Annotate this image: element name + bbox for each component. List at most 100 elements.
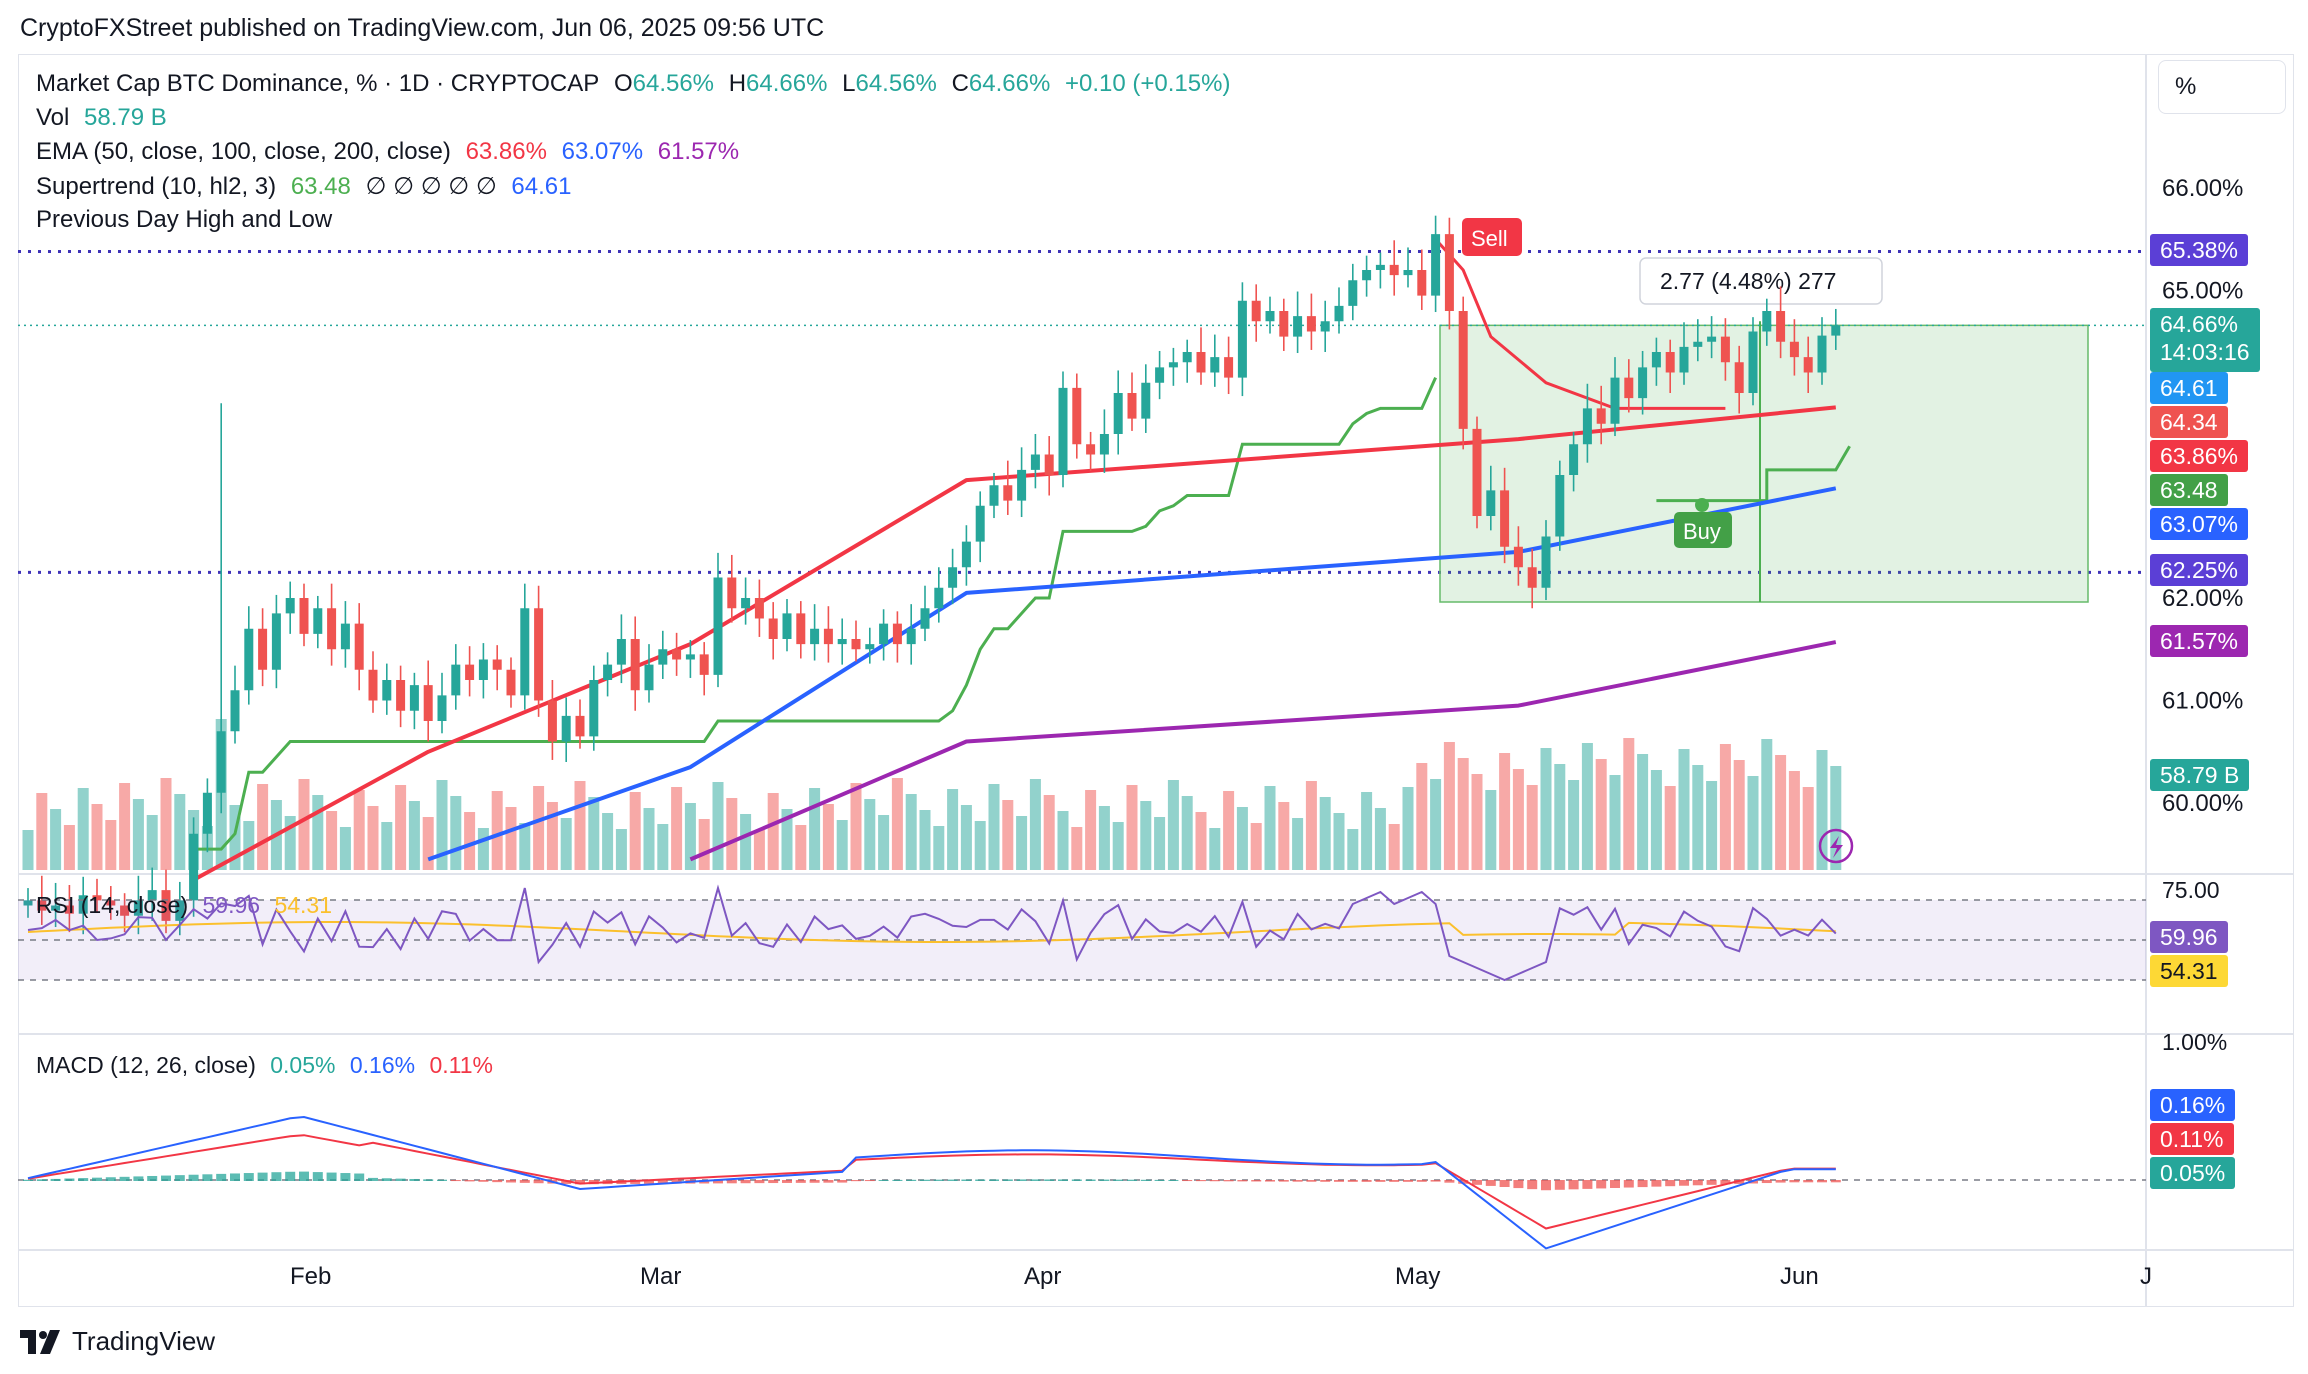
candle-body	[1789, 341, 1799, 358]
candle-body	[285, 598, 295, 614]
percent-scale-button[interactable]: %	[2158, 60, 2286, 114]
volume-bar	[491, 791, 503, 870]
rsi-ma-tag: 54.31	[2150, 955, 2228, 987]
macd-histogram-bar	[1582, 1180, 1593, 1189]
volume-bar	[1650, 770, 1662, 870]
volume-bar	[1595, 759, 1607, 870]
macd-histogram-bar	[271, 1172, 282, 1181]
macd-histogram-bar	[1554, 1180, 1565, 1190]
macd-histogram-bar	[1817, 1180, 1827, 1183]
candle-body	[1707, 336, 1717, 342]
price-tick-label: 61.00%	[2162, 688, 2243, 715]
macd-histogram-bar	[533, 1180, 544, 1184]
macd-histogram-bar	[133, 1176, 144, 1181]
volume-bar	[1706, 781, 1718, 870]
volume-bar	[629, 792, 641, 870]
volume-bar	[243, 821, 255, 870]
candle-body	[465, 664, 475, 680]
candle-body	[354, 623, 364, 670]
macd-histogram-bar	[23, 1179, 33, 1181]
volume-bar	[1761, 739, 1773, 870]
macd-histogram-bar	[644, 1180, 654, 1184]
candle-body	[382, 680, 392, 701]
candle-body	[1182, 352, 1192, 363]
macd-histogram-bar	[892, 1179, 903, 1181]
supertrend-up-tag: 63.48	[2150, 474, 2228, 506]
macd-histogram-bar	[1637, 1180, 1648, 1188]
macd-histogram-bar	[1403, 1180, 1413, 1182]
volume-bar	[1637, 754, 1649, 870]
ema-label: EMA (50, close, 100, close, 200, close)	[36, 138, 451, 165]
open-value: 64.56%	[632, 70, 715, 97]
supertrend-up-value: 63.48	[290, 173, 351, 200]
candle-body	[147, 890, 157, 901]
volume-bar	[326, 811, 338, 870]
candle-body	[1017, 469, 1027, 501]
volume-bar	[933, 826, 945, 870]
volume-bar	[132, 799, 144, 870]
ema-legend[interactable]: EMA (50, close, 100, close, 200, close) …	[36, 138, 747, 166]
candle-body	[1444, 234, 1454, 311]
time-axis-label: May	[1395, 1263, 1440, 1290]
macd-histogram-bar	[368, 1177, 378, 1181]
macd-histogram-bar	[1320, 1180, 1331, 1182]
symbol-legend[interactable]: Market Cap BTC Dominance, % · 1D · CRYPT…	[36, 70, 1238, 98]
tradingview-logo[interactable]: TradingView	[20, 1326, 215, 1357]
volume-bar	[574, 781, 586, 870]
macd-histogram-bar	[740, 1180, 751, 1184]
candle-body	[865, 644, 875, 650]
ema50-value: 63.86%	[465, 138, 547, 165]
volume-bar	[960, 805, 972, 870]
volume-bar	[1775, 755, 1787, 870]
volume-bar	[905, 794, 917, 870]
candle-body	[1486, 490, 1496, 516]
volume-bar	[22, 830, 34, 870]
macd-histogram-bar	[630, 1180, 641, 1184]
sell-signal-box	[1462, 218, 1522, 256]
macd-histogram-bar	[1430, 1180, 1441, 1182]
volume-bar	[229, 805, 241, 870]
candle-body	[1058, 387, 1068, 475]
candle-body	[175, 900, 185, 921]
macd-histogram-bar	[1803, 1180, 1814, 1183]
volume-bar	[974, 821, 986, 870]
macd-histogram-bar	[381, 1178, 392, 1181]
candle-body	[189, 833, 199, 901]
pdhl-legend[interactable]: Previous Day High and Low	[36, 206, 340, 234]
time-axis-label: Feb	[290, 1263, 331, 1290]
volume-bar	[753, 830, 765, 870]
macd-histogram-bar	[285, 1171, 296, 1181]
symbol-name[interactable]: Market Cap BTC Dominance, % · 1D · CRYPT…	[36, 70, 600, 97]
supertrend-legend[interactable]: Supertrend (10, hl2, 3) 63.48 ∅ ∅ ∅ ∅ ∅ …	[36, 172, 579, 201]
candle-body	[409, 685, 419, 711]
supertrend-down-line	[1434, 238, 1726, 410]
candle-body	[1776, 311, 1786, 342]
volume-bar	[1250, 823, 1262, 870]
volume-bar	[408, 801, 420, 870]
macd-histogram-bar	[851, 1180, 861, 1182]
candle-body	[1651, 352, 1661, 368]
macd-histogram-bar	[1196, 1180, 1206, 1182]
candle-body	[547, 700, 557, 742]
macd-signal-line	[27, 1134, 1836, 1230]
candle-body	[837, 639, 847, 645]
ema100-tag: 63.07%	[2150, 508, 2249, 540]
volume-bar	[836, 820, 848, 870]
rsi-label: RSI (14, close)	[36, 892, 189, 918]
volume-legend[interactable]: Vol 58.79 B	[36, 104, 175, 132]
candle-body	[975, 505, 985, 542]
macd-legend[interactable]: MACD (12, 26, close) 0.05% 0.16% 0.11%	[36, 1052, 501, 1079]
candle-body	[396, 680, 406, 711]
macd-histogram-bar	[1458, 1180, 1469, 1184]
rsi-legend[interactable]: RSI (14, close) 59.96 54.31	[36, 892, 340, 919]
candle-body	[1569, 444, 1579, 475]
volume-bar	[1154, 817, 1166, 870]
high-value: 64.66%	[746, 70, 828, 97]
macd-histogram-bar	[147, 1175, 158, 1181]
volume-bar	[1830, 766, 1842, 870]
volume-bar	[1126, 785, 1138, 870]
macd-tick-label: 1.00%	[2162, 1029, 2227, 1055]
candle-body	[1624, 377, 1634, 399]
macd-histogram-bar	[50, 1178, 61, 1181]
